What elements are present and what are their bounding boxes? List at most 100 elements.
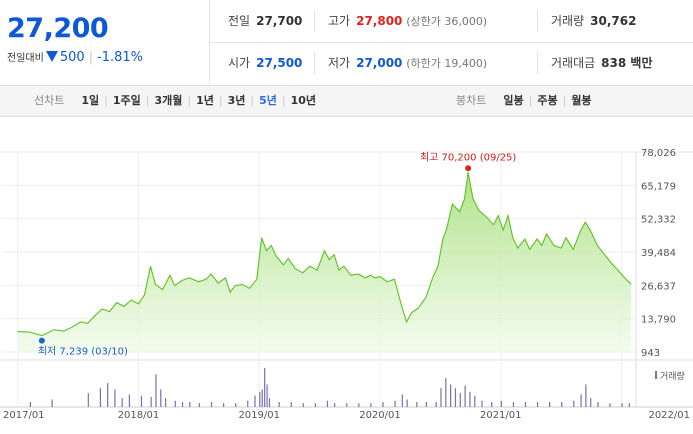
high-label: 고가 [328,14,351,28]
volume-bar [266,384,268,407]
volume-bar [469,391,471,407]
price-panel: 27,200 전일대비 500 | -1.81% [0,0,210,84]
y-tick-label: 52,332 [641,215,676,226]
max-price-label: 최고 70,200 (09/25) [420,151,516,163]
high: 고가 27,800 (상한가 36,000) [328,0,487,42]
x-tick-label: 2017/01 [3,410,45,421]
period-3m[interactable]: 3개월 [154,94,183,107]
volume-bar [440,388,442,407]
volume-bar [401,394,403,407]
candle-monthly[interactable]: 월봉 [571,94,592,107]
volume-bar [99,388,102,407]
low: 저가 27,000 (하한가 19,400) [328,42,487,84]
max-point-marker [465,165,472,172]
period-10y[interactable]: 10년 [290,94,317,107]
volume-legend-swatch [655,371,657,379]
x-tick-label: 2021/01 [480,410,522,421]
volume-bar [621,403,623,407]
divider [537,52,538,74]
volume-bar [268,398,271,407]
volume-bar [435,401,437,407]
quote-summary: 27,200 전일대비 500 | -1.81% 전일 27,700 고가 27,800 … [0,0,693,84]
period-3y[interactable]: 3년 [227,94,246,107]
volume-bar [536,401,539,407]
lower-limit: (하한가 19,400) [406,57,488,70]
volume-bar [585,384,587,407]
price-area [17,172,632,352]
period-1w[interactable]: 1주일 [112,94,141,107]
min-price-label: 최저 7,239 (03/10) [38,346,128,358]
volume-bar [500,400,502,407]
volume-bar [628,403,630,407]
y-tick-label: 943 [641,348,660,359]
volume-bar [155,374,157,407]
low-value: 27,000 [356,56,403,70]
x-tick-label: 2019/01 [238,410,280,421]
volume-bar [445,378,447,407]
line-chart-periods: 선차트 1일 | 1주일 | 3개월 | 1년 | 3년 | 5년 | 10년 [34,86,321,116]
volume-bar [474,395,476,407]
volume-bar [51,399,53,407]
period-1d[interactable]: 1일 [81,94,100,107]
volume-bar [394,400,396,407]
volume-label: 거래량 [551,14,585,28]
prev-close-label: 전일 [228,14,251,28]
volume-bar [425,401,428,407]
volume-bar [358,403,360,407]
amount-value: 838 백만 [601,56,653,70]
volume-bar [573,400,575,407]
candle-daily[interactable]: 일봉 [503,94,524,107]
change-label: 전일대비 [7,53,44,64]
candle-weekly[interactable]: 주봉 [537,94,558,107]
volume-bar [121,398,123,407]
volume: 거래량 30,762 [551,0,636,42]
volume-bar [590,398,592,407]
volume-bar [454,388,457,407]
volume-bar [107,383,109,407]
volume-bar [549,401,551,407]
volume-bar [491,401,493,407]
period-1y[interactable]: 1년 [196,94,214,107]
volume-bar [416,401,418,407]
open-value: 27,500 [256,56,303,70]
volume-bar [264,368,266,407]
down-triangle-icon [45,51,58,62]
stats-row-1: 전일 27,700 고가 27,800 (상한가 36,000) 거래량 30,762 [210,0,693,43]
open: 시가 27,500 [228,42,302,84]
y-tick-label: 13,790 [641,315,676,326]
divider: | [88,50,94,65]
volume-bar [189,401,191,407]
candle-chart-periods: 봉차트 일봉 | 주봉 | 월봉 [456,86,597,116]
volume-bar [261,389,263,407]
change-percent: -1.81% [97,50,144,65]
candle-chart-title: 봉차트 [456,94,487,107]
y-tick-label: 78,026 [641,148,676,159]
current-price: 27,200 [7,13,109,44]
volume-bar [580,394,582,407]
amount-label: 거래대금 [551,56,596,70]
change-row: 전일대비 500 | -1.81% [7,49,143,65]
volume-bar [140,395,143,407]
volume-bar [450,384,452,407]
volume-legend-label: 거래량 [660,370,685,382]
volume-bar [254,395,256,407]
volume-bar [609,403,611,407]
divider [314,52,315,74]
chart-labels: 78,026 65,179 52,332 39,484 26,637 13,790 943 2… [3,148,690,421]
volume-bar [128,394,130,407]
high-value: 27,800 [356,14,403,28]
volume-bar [314,403,316,407]
period-5y[interactable]: 5년 [259,94,277,107]
volume-bar [29,401,31,407]
price-line [17,172,632,337]
volume-bar [278,401,280,407]
upper-limit: (상한가 36,000) [406,15,488,28]
volume-bar [326,400,329,407]
volume-bar [597,401,599,407]
x-tick-label: 2022/01 [648,410,690,421]
volume-bar [561,401,563,407]
volume-bar [150,396,152,407]
volume-bar [198,403,201,407]
volume-bar [181,401,184,407]
